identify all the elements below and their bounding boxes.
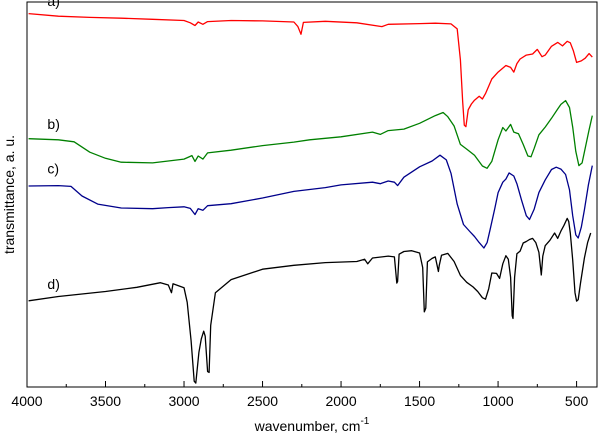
trace-label-c: c)	[47, 160, 59, 176]
x-axis-label: wavenumber, cm-1	[254, 416, 370, 434]
spectrum-line-c	[28, 154, 593, 249]
plot-frame	[26, 1, 598, 388]
y-axis-label: transmittance, a. u.	[1, 135, 17, 254]
spectrum-line-b	[28, 99, 593, 169]
trace-labels: a) b) c) d)	[47, 0, 59, 292]
x-tick-label-2500: 2500	[247, 393, 278, 409]
x-tick-label-2000: 2000	[325, 393, 356, 409]
spectrum-line-d	[28, 217, 592, 384]
trace-label-a: a)	[47, 0, 59, 9]
x-tick-label-4000: 4000	[11, 393, 42, 409]
series-layer	[28, 12, 593, 384]
x-axis-label-exponent: -1	[360, 416, 369, 427]
x-tick-label-3000: 3000	[168, 393, 199, 409]
trace-label-d: d)	[47, 276, 59, 292]
x-axis-ticks: 4000 3500 3000 2500 2000 1500 1000 500	[11, 381, 588, 409]
x-tick-label-500: 500	[565, 393, 589, 409]
x-tick-label-1000: 1000	[482, 393, 513, 409]
x-tick-label-1500: 1500	[404, 393, 435, 409]
trace-label-b: b)	[47, 116, 59, 132]
spectrum-line-a	[28, 12, 593, 128]
x-tick-label-3500: 3500	[90, 393, 121, 409]
x-axis-label-text: wavenumber, cm	[254, 418, 361, 434]
